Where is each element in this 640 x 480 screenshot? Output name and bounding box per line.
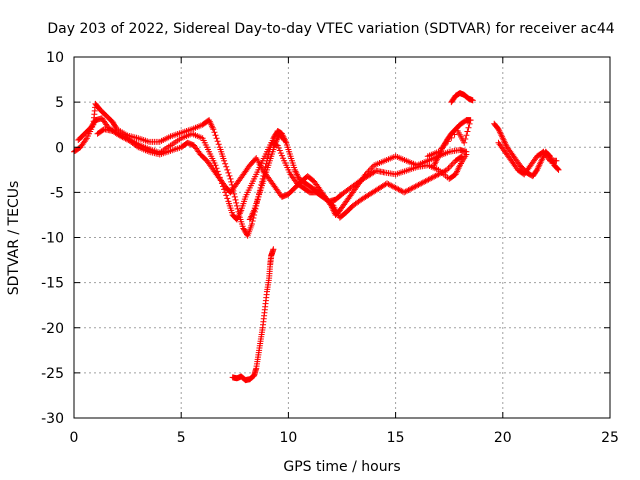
data-point-marker xyxy=(133,143,140,150)
data-point-marker xyxy=(448,162,455,169)
data-point-marker xyxy=(454,128,461,135)
series-arc5 xyxy=(229,246,277,384)
y-axis-label: SDTVAR / TECUs xyxy=(6,181,22,296)
series-arc7 xyxy=(448,90,476,106)
data-point-marker xyxy=(223,192,230,199)
data-point-marker xyxy=(463,132,470,139)
data-point-marker xyxy=(280,135,287,142)
data-point-marker xyxy=(466,120,473,127)
data-point-marker xyxy=(222,160,229,167)
data-point-marker xyxy=(212,132,219,139)
data-point-marker xyxy=(232,196,239,203)
data-point-marker xyxy=(465,124,472,131)
data-point-marker xyxy=(329,201,336,208)
data-point-marker xyxy=(228,178,235,185)
x-tick-label: 0 xyxy=(70,430,79,446)
series-arc6 xyxy=(424,117,474,169)
data-point-marker xyxy=(214,138,221,145)
data-point-marker xyxy=(463,151,470,158)
data-point-marker xyxy=(225,169,232,176)
axis-ticks: 0 5 10 15 20 25 -30 -25 -20 -15 -10 -5 0 5 10 xyxy=(41,50,619,446)
data-point-marker xyxy=(212,162,219,169)
data-point-marker xyxy=(459,153,466,160)
data-point-marker xyxy=(233,199,240,206)
data-point-marker xyxy=(441,141,448,148)
data-point-marker xyxy=(451,131,458,138)
data-point-marker xyxy=(211,129,218,136)
x-axis-label: GPS time / hours xyxy=(283,459,400,475)
y-tick-label: 5 xyxy=(55,95,64,111)
data-point-marker xyxy=(553,157,560,164)
data-point-marker xyxy=(533,167,540,174)
y-tick-label: -5 xyxy=(50,185,64,201)
x-tick-label: 25 xyxy=(601,430,619,446)
data-point-marker xyxy=(457,154,464,161)
data-point-marker xyxy=(222,189,229,196)
data-point-marker xyxy=(270,246,277,253)
y-tick-label: 0 xyxy=(55,140,64,156)
data-point-marker xyxy=(223,163,230,170)
data-point-marker xyxy=(275,145,282,152)
y-tick-label: -25 xyxy=(41,366,64,382)
data-point-marker xyxy=(448,134,455,141)
series-arc2 xyxy=(75,115,470,223)
data-point-marker xyxy=(227,175,234,182)
x-tick-label: 20 xyxy=(494,430,512,446)
data-point-marker xyxy=(424,153,431,160)
data-point-marker xyxy=(233,202,240,209)
data-point-marker xyxy=(469,97,476,104)
data-point-marker xyxy=(446,163,453,170)
x-tick-label: 5 xyxy=(177,430,186,446)
chart-title: Day 203 of 2022, Sidereal Day-to-day VTE… xyxy=(47,21,614,37)
data-point-marker xyxy=(554,166,561,173)
data-point-marker xyxy=(231,193,238,200)
data-point-marker xyxy=(280,155,287,162)
series-arc4 xyxy=(246,130,288,223)
data-point-marker xyxy=(248,220,255,227)
x-tick-label: 15 xyxy=(387,430,405,446)
data-point-marker xyxy=(464,128,471,135)
data-point-marker xyxy=(224,195,231,202)
x-tick-label: 10 xyxy=(279,430,297,446)
y-tick-label: 10 xyxy=(46,50,64,66)
grid-lines xyxy=(74,57,610,418)
data-point-marker xyxy=(215,141,222,148)
data-point-marker xyxy=(234,205,241,212)
data-point-marker xyxy=(449,160,456,167)
data-point-marker xyxy=(210,126,217,133)
data-point-marker xyxy=(438,145,445,152)
data-point-marker xyxy=(278,152,285,159)
data-point-marker xyxy=(445,138,452,145)
y-tick-label: -10 xyxy=(41,231,64,247)
data-point-marker xyxy=(221,157,228,164)
y-tick-label: -30 xyxy=(41,411,64,427)
data-point-marker xyxy=(276,147,283,154)
data-points xyxy=(71,90,562,384)
data-point-marker xyxy=(467,117,474,124)
data-point-marker xyxy=(224,166,231,173)
data-point-marker xyxy=(213,135,220,142)
data-point-marker xyxy=(277,150,284,157)
series-arc9 xyxy=(495,139,560,178)
data-point-marker xyxy=(231,190,238,197)
y-tick-label: -20 xyxy=(41,321,64,337)
data-point-marker xyxy=(226,172,233,179)
y-tick-label: -15 xyxy=(41,276,64,292)
data-point-marker xyxy=(281,137,288,144)
series-arc3 xyxy=(94,126,466,221)
data-point-marker xyxy=(555,166,562,173)
